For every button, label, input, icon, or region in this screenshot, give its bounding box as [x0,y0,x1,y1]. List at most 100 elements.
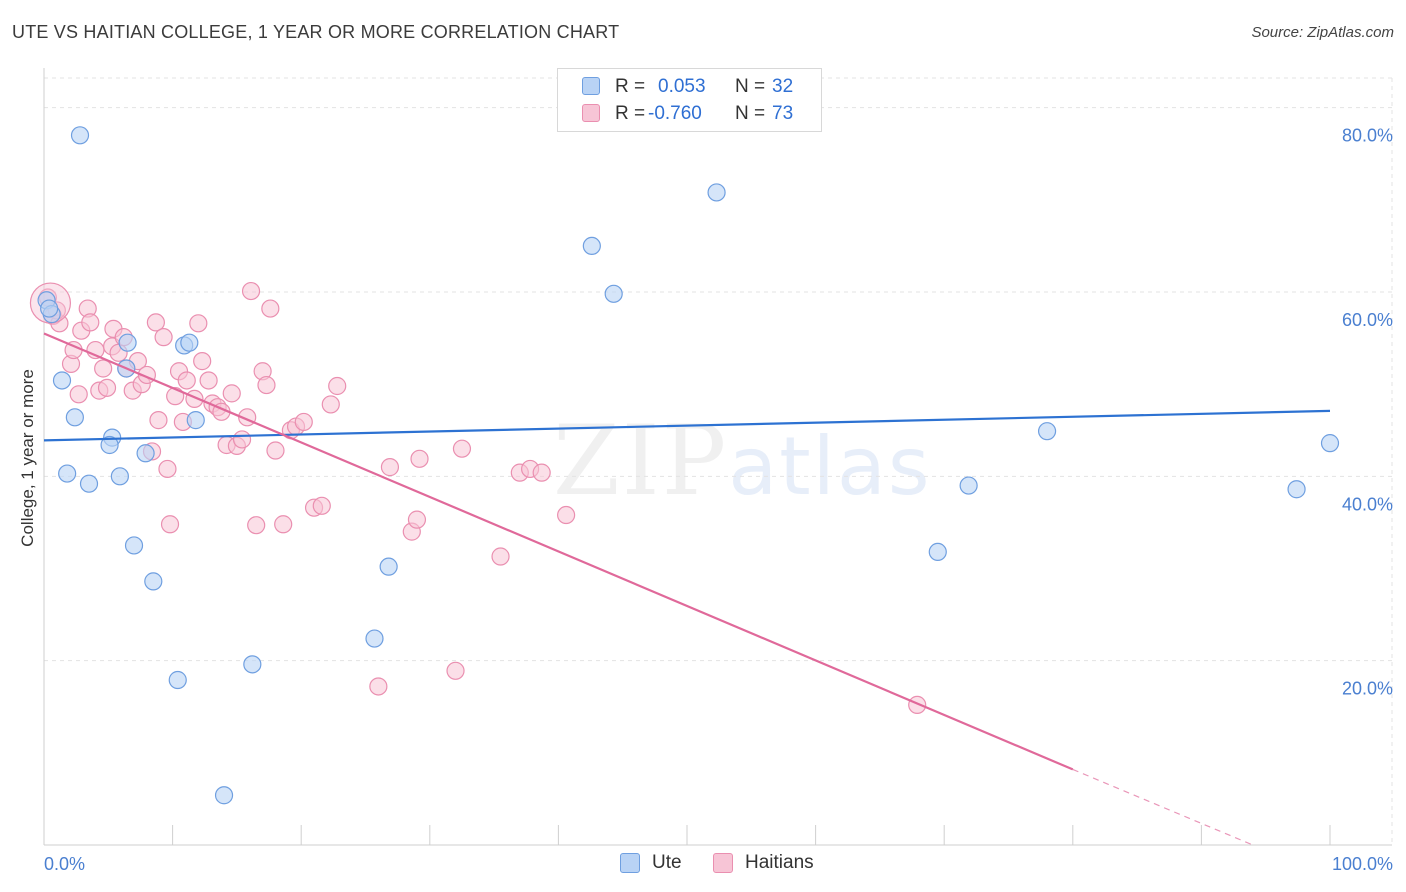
ute-point-6 [79,474,99,493]
haitian-point-54 [294,412,313,432]
haitian-point-28 [160,515,180,534]
ute-point-17 [180,333,199,352]
ute-point-10 [118,333,137,352]
haitians-legend-label: Haitians [745,852,814,873]
ute-point-18 [186,411,205,430]
ute-point-31 [40,299,59,318]
watermark-atlas: atlas [728,420,932,513]
ute-point-24 [604,284,623,303]
ute-point-2 [70,126,90,145]
watermark-zip: ZIP [553,405,729,517]
ute-point-30 [1320,434,1340,453]
bottom-legend-ute: Ute [620,852,700,876]
haitian-point-59 [369,677,388,696]
haitians-trend-line [43,332,1074,771]
y-tick-label-2: 60.0% [1342,310,1393,330]
ute-point-29 [1287,480,1306,499]
ute-point-20 [243,655,262,674]
ute-legend-label: Ute [652,852,682,873]
haitians-legend-swatch [713,853,733,873]
ute-point-15 [168,670,187,690]
chart-title: UTE VS HAITIAN COLLEGE, 1 YEAR OR MORE C… [12,22,620,42]
haitian-point-6 [69,385,88,404]
ute-point-14 [144,572,163,591]
haitian-point-62 [407,510,427,529]
correlation-legend: R = 0.053 N = 32 R = -0.760 N = 73 [557,68,822,132]
haitian-point-34 [189,314,208,333]
haitian-point-46 [247,516,266,535]
haitians-r-label: R = [615,103,646,124]
haitian-point-41 [222,384,241,403]
ute-point-19 [214,786,234,805]
ute-r-value: 0.053 [658,76,706,97]
haitian-point-60 [380,458,400,477]
haitian-point-36 [199,371,218,390]
legend-row-haitians: R = -0.760 N = 73 [558,101,821,127]
haitian-point-45 [241,281,261,301]
haitian-point-48 [257,375,276,395]
ute-legend-swatch [620,853,640,873]
ute-point-21 [365,629,384,648]
ute-point-4 [65,408,84,427]
source-credit: Source: ZipAtlas.com [1251,24,1394,41]
ute-point-9 [110,467,129,486]
haitian-point-70 [557,505,576,525]
x-tick-label-1: 100.0% [1332,854,1393,874]
haitian-point-63 [410,449,429,468]
watermark: ZIPatlas [553,405,932,517]
ute-n-value: 32 [772,76,794,97]
haitian-point-24 [146,313,165,332]
bottom-legend-haitians: Haitians [713,852,833,876]
ute-swatch [582,77,600,95]
haitian-point-43 [232,430,252,449]
legend-row-ute: R = 0.053 N = 32 [558,74,821,100]
haitians-r-value: -0.760 [648,103,702,124]
ute-r-label: R = [615,76,646,97]
haitian-point-66 [491,547,510,566]
ute-trend-line [43,409,1331,442]
haitians-swatch [582,104,600,122]
haitian-point-26 [154,328,173,347]
ute-point-25 [707,183,726,202]
axes [43,68,1392,846]
ute-point-8 [100,435,119,455]
haitian-point-51 [274,515,293,534]
ute-point-26 [928,542,947,562]
y-tick-label-1: 40.0% [1342,494,1393,514]
ute-point-23 [582,236,601,256]
y-axis-label: College, 1 year or more [18,369,37,547]
haitian-point-65 [452,439,472,458]
haitian-point-57 [321,395,340,414]
haitians-points [29,281,927,715]
axis-labels: 20.0% 40.0% 60.0% 80.0% 0.0% 100.0% College, 1… [18,126,1393,874]
haitian-point-50 [266,441,285,460]
x-tick-label-0: 0.0% [44,854,85,874]
haitian-point-69 [532,463,551,482]
ute-point-3 [52,371,72,390]
haitian-point-27 [158,459,177,479]
haitian-point-58 [328,376,347,396]
ute-point-22 [379,557,398,576]
y-tick-label-3: 80.0% [1342,126,1393,146]
haitians-n-label: N = [735,103,766,124]
ute-point-13 [136,444,155,463]
ute-point-27 [959,476,978,495]
haitians-trend-extension [1072,768,1254,846]
ute-n-label: N = [735,76,766,97]
haitian-point-25 [149,411,168,430]
trend-lines [43,332,1331,846]
ute-point-28 [1037,422,1057,441]
haitian-point-56 [312,496,331,515]
haitian-point-32 [177,371,196,390]
haitian-point-12 [97,378,117,397]
haitian-point-64 [446,661,465,680]
ute-point-5 [58,464,77,483]
haitian-point-49 [261,299,280,318]
haitian-point-9 [81,313,100,332]
y-tick-label-0: 20.0% [1342,679,1393,699]
ute-point-12 [124,536,144,555]
haitians-n-value: 73 [772,103,794,124]
haitian-point-35 [193,352,212,371]
ute-points [37,126,1340,805]
